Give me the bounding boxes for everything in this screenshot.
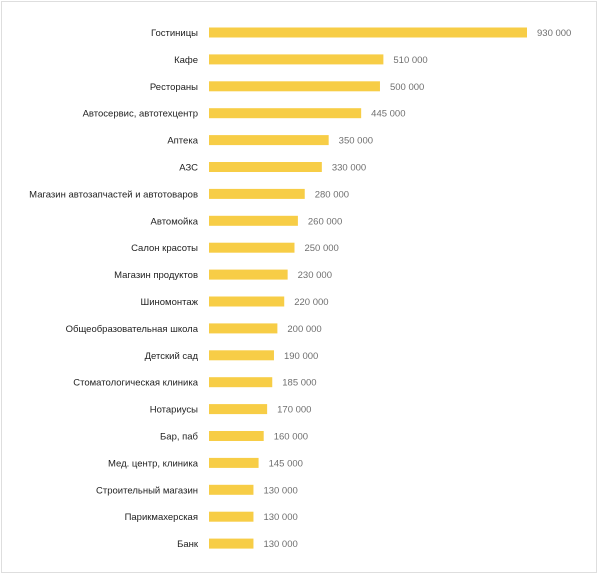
bar <box>209 242 295 253</box>
category-label: Автосервис, автотехцентр <box>83 109 198 120</box>
value-label: 190 000 <box>284 351 318 362</box>
category-label: Банк <box>177 539 199 550</box>
bar <box>209 377 273 388</box>
value-label: 145 000 <box>269 458 303 469</box>
value-label: 220 000 <box>294 297 328 308</box>
category-label: Общеобразовательная школа <box>66 324 199 335</box>
bar <box>209 484 254 495</box>
category-label: Кафе <box>174 55 198 66</box>
bar <box>209 511 254 522</box>
value-label: 260 000 <box>308 216 342 227</box>
bar <box>209 188 305 199</box>
bar <box>209 108 362 119</box>
bar <box>209 215 298 226</box>
value-label: 185 000 <box>282 378 316 389</box>
bar <box>209 350 274 361</box>
category-label: Аптека <box>167 136 198 147</box>
category-label: Гостиницы <box>151 28 198 39</box>
value-label: 350 000 <box>339 136 373 147</box>
category-label: Мед. центр, клиника <box>108 458 199 469</box>
category-label: Бар, паб <box>160 432 199 443</box>
value-label: 250 000 <box>304 243 338 254</box>
category-label: АЗС <box>179 163 198 174</box>
bar <box>209 54 384 65</box>
bar <box>209 269 288 280</box>
category-label: Стоматологическая клиника <box>73 378 198 389</box>
bar <box>209 457 259 468</box>
bar <box>209 404 268 415</box>
bar <box>209 323 278 334</box>
value-label: 200 000 <box>287 324 321 335</box>
value-label: 230 000 <box>298 270 332 281</box>
category-label: Рестораны <box>150 82 198 93</box>
value-label: 500 000 <box>390 82 424 93</box>
value-label: 170 000 <box>277 405 311 416</box>
value-label: 930 000 <box>537 28 571 39</box>
category-label: Автомойка <box>151 216 199 227</box>
bar <box>209 27 527 38</box>
bar <box>209 162 322 172</box>
bar <box>209 538 254 549</box>
value-label: 130 000 <box>263 512 297 523</box>
value-label: 445 000 <box>371 109 405 120</box>
category-label: Салон красоты <box>131 243 198 254</box>
category-label: Нотариусы <box>150 405 198 416</box>
value-label: 130 000 <box>263 485 297 496</box>
category-label: Парикмахерская <box>125 512 198 523</box>
category-label: Детский сад <box>145 351 199 362</box>
category-label: Магазин продуктов <box>114 270 198 281</box>
value-label: 130 000 <box>263 539 297 550</box>
bar <box>209 81 380 92</box>
category-label: Строительный магазин <box>96 485 198 496</box>
bar <box>209 296 285 307</box>
bar <box>209 431 264 441</box>
value-label: 160 000 <box>274 432 308 443</box>
value-label: 510 000 <box>393 55 427 66</box>
category-label: Шиномонтаж <box>141 297 199 308</box>
category-label: Магазин автозапчастей и автотоваров <box>29 189 198 200</box>
bar <box>209 135 329 146</box>
value-label: 330 000 <box>332 163 366 174</box>
value-label: 280 000 <box>315 189 349 200</box>
